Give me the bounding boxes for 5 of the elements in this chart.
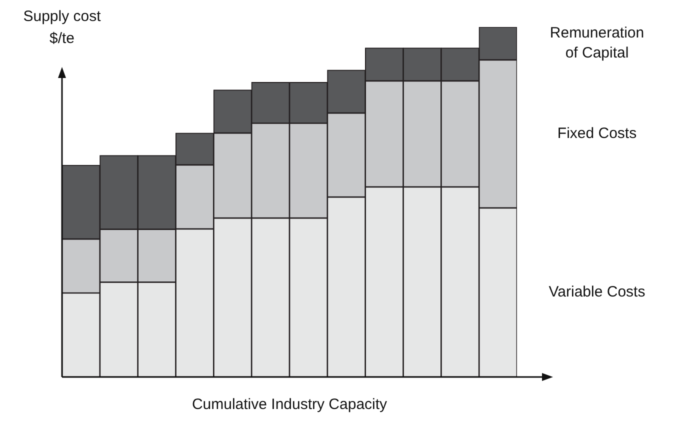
y-axis-title: Supply cost $/te	[22, 7, 102, 49]
text: Remuneration of Capital	[550, 24, 644, 62]
text: Fixed Costs	[557, 125, 637, 142]
text: Variable Costs	[548, 284, 646, 301]
x-axis-title: Cumulative Industry Capacity	[190, 396, 388, 413]
